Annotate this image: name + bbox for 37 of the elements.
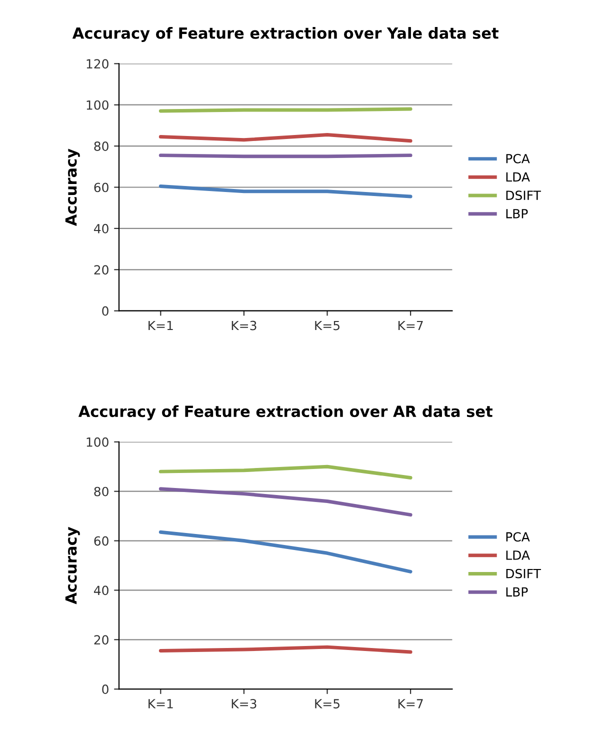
legend-label: PCA bbox=[506, 532, 530, 542]
legend-label: LBP bbox=[506, 587, 528, 596]
y-tick-label: 80 bbox=[94, 142, 108, 151]
y-tick-label: 100 bbox=[86, 100, 108, 110]
x-tick-label: K=7 bbox=[398, 320, 423, 330]
y-axis-title: Accuracy bbox=[65, 526, 80, 604]
legend-label: LDA bbox=[506, 550, 530, 560]
legend-label: DSIFT bbox=[506, 190, 542, 200]
y-tick-label: 100 bbox=[86, 437, 108, 447]
line-series bbox=[158, 132, 412, 143]
legend-label: DSIFT bbox=[506, 568, 542, 578]
y-tick-label: 0 bbox=[102, 684, 108, 694]
y-axis-title: Accuracy bbox=[65, 148, 80, 226]
legend-label: LDA bbox=[506, 172, 530, 182]
y-tick-label: 20 bbox=[94, 265, 108, 275]
y-tick-label: 40 bbox=[94, 224, 108, 234]
legend-label: PCA bbox=[506, 154, 530, 164]
line-series bbox=[158, 464, 412, 480]
chart-title: Accuracy of Feature extraction over Yale data set bbox=[72, 27, 498, 42]
x-tick-label: K=7 bbox=[398, 699, 423, 708]
y-tick-label: 20 bbox=[94, 635, 108, 645]
x-tick-label: K=1 bbox=[148, 699, 173, 708]
x-tick-label: K=3 bbox=[232, 320, 256, 330]
x-tick-label: K=3 bbox=[232, 699, 256, 708]
y-tick-label: 60 bbox=[94, 182, 108, 192]
line-series bbox=[158, 487, 412, 517]
y-tick-label: 120 bbox=[86, 59, 108, 69]
y-tick-label: 0 bbox=[102, 306, 108, 316]
y-tick-label: 80 bbox=[94, 486, 108, 496]
line-series bbox=[158, 530, 412, 574]
x-tick-label: K=5 bbox=[315, 699, 340, 708]
x-tick-label: K=1 bbox=[148, 320, 173, 330]
y-tick-label: 60 bbox=[94, 536, 108, 546]
x-tick-label: K=5 bbox=[315, 320, 340, 330]
legend-label: LBP bbox=[506, 209, 528, 218]
y-tick-label: 40 bbox=[94, 586, 108, 596]
chart-title: Accuracy of Feature extraction over AR data set bbox=[78, 405, 493, 420]
